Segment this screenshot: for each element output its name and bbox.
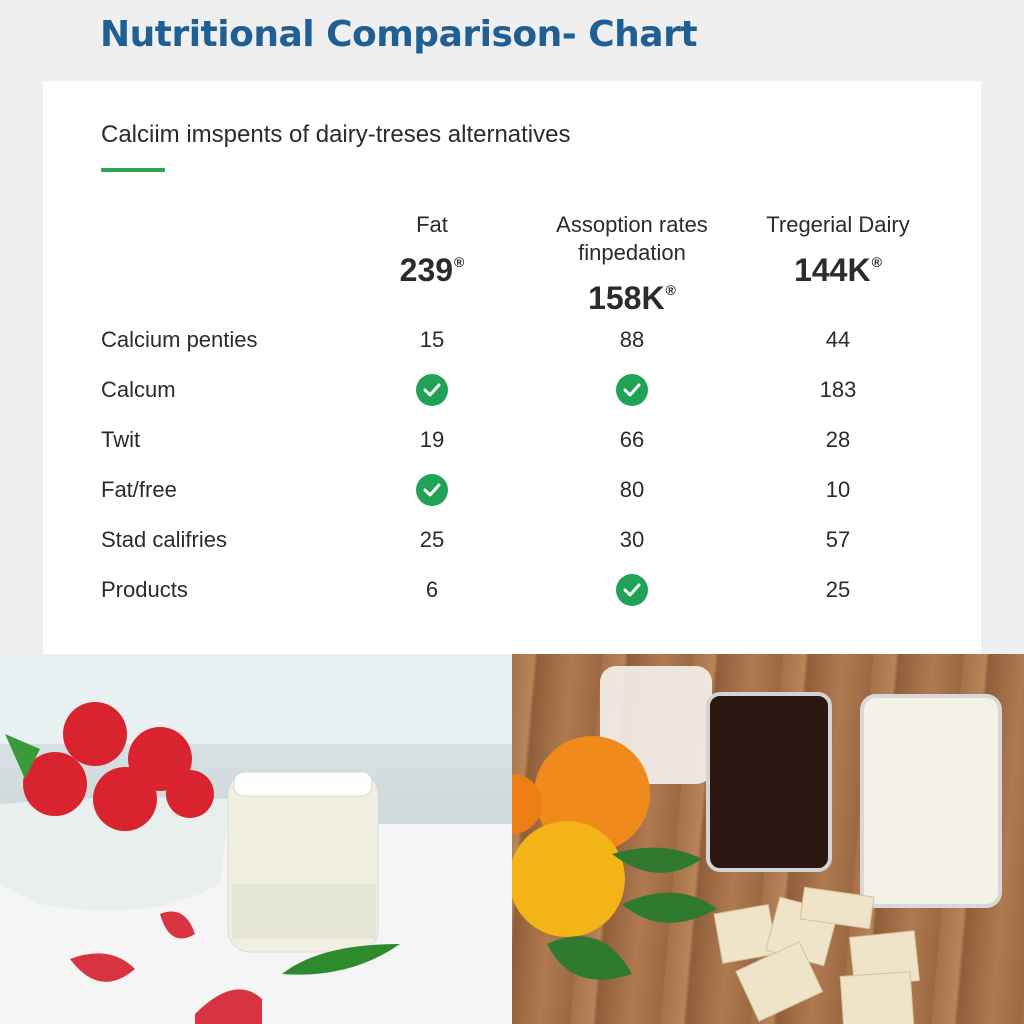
column-value: 239®: [399, 252, 465, 288]
photo-strawberries-milk-jar: [0, 654, 512, 1024]
table-cell: 66: [619, 427, 645, 452]
table-cell: 25: [825, 577, 851, 602]
table-cell: 183: [819, 377, 857, 402]
table-cell-check: [372, 474, 492, 507]
row-label: Twit: [101, 427, 141, 452]
column-value: 158K®: [588, 280, 676, 316]
strawberries-milk-photo-icon: [0, 654, 512, 1024]
table-cell-check: [572, 574, 692, 607]
comparison-card: Calciim imspents of dairy-treses alterna…: [43, 81, 981, 654]
row-label: Stad califries: [101, 527, 227, 552]
page-title: Nutritional Comparison- Chart: [100, 14, 698, 55]
column-header-absorption: Assoption rates finpedation 158K®: [532, 211, 732, 317]
column-label-line1: Assoption rates: [556, 212, 708, 237]
table-cell-check: [572, 374, 692, 407]
subtitle-underline: [101, 168, 165, 172]
table-cell: 10: [825, 477, 851, 502]
column-header-dairy: Tregerial Dairy 144K®: [738, 211, 938, 289]
table-cell: 88: [619, 327, 645, 352]
row-label: Calcium penties: [101, 327, 258, 352]
column-header-fat: Fat 239®: [372, 211, 492, 289]
check-circle-icon: [616, 374, 648, 407]
table-cell: 6: [425, 577, 439, 602]
table-cell: 30: [619, 527, 645, 552]
card-subtitle: Calciim imspents of dairy-treses alterna…: [101, 121, 571, 148]
table-cell: 44: [825, 327, 851, 352]
table-cell: 25: [419, 527, 445, 552]
row-label: Fat/free: [101, 477, 177, 502]
table-cell: 57: [825, 527, 851, 552]
check-circle-icon: [416, 474, 448, 507]
table-cell: 19: [419, 427, 445, 452]
table-cell: 80: [619, 477, 645, 502]
table-cell-check: [372, 374, 492, 407]
column-value: 144K®: [794, 252, 882, 288]
check-circle-icon: [416, 374, 448, 407]
table-cell: 15: [419, 327, 445, 352]
photo-fruit-drinks-crackers: [512, 654, 1024, 1024]
column-label: Tregerial Dairy: [766, 212, 910, 237]
row-label: Products: [101, 577, 188, 602]
check-circle-icon: [616, 574, 648, 607]
column-label: finpedation: [578, 240, 686, 265]
table-cell: 28: [825, 427, 851, 452]
row-label: Calcum: [101, 377, 176, 402]
column-label: Fat: [416, 212, 448, 237]
fruit-drinks-photo-icon: [512, 666, 1002, 1024]
